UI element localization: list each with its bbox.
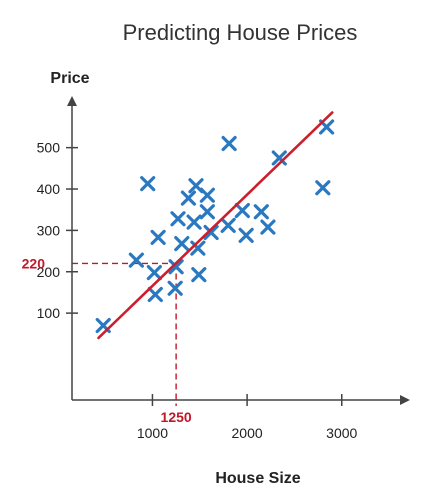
data-point-24	[260, 219, 276, 235]
data-point-20	[221, 135, 237, 152]
annotation-y-label: 220	[22, 255, 46, 271]
data-point-21	[234, 202, 250, 219]
data-point-19	[220, 217, 236, 234]
data-point-25	[271, 150, 287, 166]
data-point-6	[150, 229, 166, 246]
data-point-12	[186, 214, 202, 230]
y-tick-label-100: 100	[37, 305, 61, 321]
data-point-5	[147, 286, 163, 303]
data-point-7	[167, 280, 183, 296]
data-point-3	[140, 176, 156, 192]
axes-layer	[67, 96, 410, 405]
annotation-x-label: 1250	[161, 409, 192, 425]
x-tick-label-2000: 2000	[232, 425, 263, 441]
annotation-layer	[72, 262, 177, 406]
chart-title: Predicting House Prices	[123, 20, 358, 45]
x-axis-label: House Size	[215, 470, 300, 487]
y-tick-label-400: 400	[37, 181, 61, 197]
data-point-22	[238, 227, 254, 243]
data-point-8	[168, 259, 184, 275]
y-tick-label-200: 200	[37, 264, 61, 280]
annotation-labels-layer: 220 1250	[22, 255, 192, 425]
data-point-2	[128, 252, 144, 268]
data-point-18	[203, 224, 219, 241]
regression-line	[97, 111, 334, 340]
data-point-23	[253, 204, 269, 220]
x-tick-label-3000: 3000	[326, 425, 357, 441]
data-point-16	[199, 187, 215, 203]
data-point-10	[174, 236, 190, 252]
data-point-15	[191, 267, 207, 283]
data-point-11	[180, 190, 197, 206]
y-tick-label-300: 300	[37, 222, 61, 238]
data-point-14	[190, 240, 206, 256]
data-point-17	[199, 204, 215, 220]
data-point-4	[146, 264, 162, 281]
x-tick-label-1000: 1000	[137, 425, 168, 441]
data-point-26	[315, 180, 331, 196]
y-tick-label-500: 500	[37, 140, 61, 156]
data-point-9	[170, 211, 186, 227]
regression-layer	[97, 111, 334, 340]
y-axis-label: Price	[50, 70, 89, 87]
